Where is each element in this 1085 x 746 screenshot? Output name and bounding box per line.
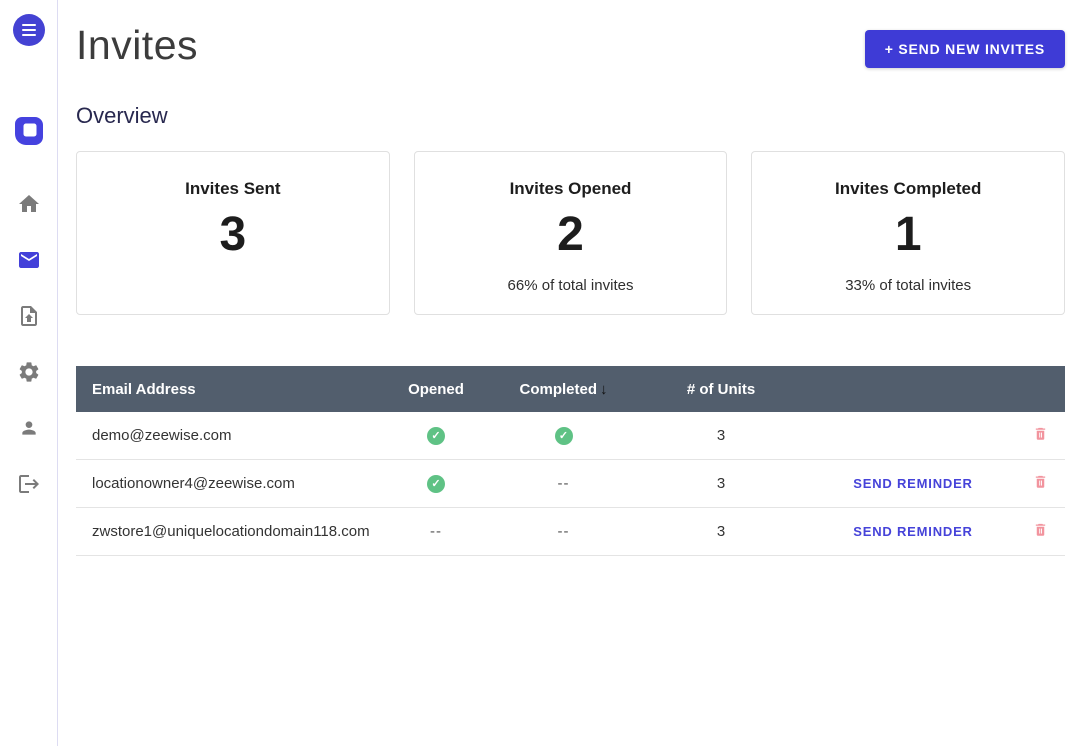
sidebar-item-profile[interactable]	[17, 416, 41, 440]
sort-descending-icon: ↓	[600, 380, 608, 398]
completed-status: --	[557, 523, 570, 541]
mail-icon	[18, 252, 39, 268]
sidebar-nav	[17, 192, 41, 496]
opened-status	[427, 474, 445, 493]
gear-icon	[19, 362, 38, 382]
app-logo	[14, 116, 44, 146]
opened-status	[427, 426, 445, 445]
email-cell: zwstore1@uniquelocationdomain118.com	[92, 523, 370, 540]
overview-cards: Invites Sent 3 Invites Opened 2 66% of t…	[76, 151, 1066, 315]
home-icon	[18, 195, 39, 212]
card-value: 3	[219, 208, 247, 261]
card-invites-opened: Invites Opened 2 66% of total invites	[413, 151, 728, 315]
card-invites-completed: Invites Completed 1 33% of total invites	[751, 151, 1066, 315]
send-new-invites-button[interactable]: + SEND NEW INVITES	[864, 30, 1065, 68]
overview-heading: Overview	[76, 103, 168, 128]
send-reminder-link[interactable]: SEND REMINDER	[853, 476, 973, 491]
card-title: Invites Completed	[834, 179, 982, 198]
trash-icon	[1035, 523, 1045, 536]
units-cell: 3	[716, 475, 726, 492]
page-title: Invites	[76, 22, 198, 68]
sidebar-item-home[interactable]	[17, 192, 41, 216]
units-cell: 3	[716, 523, 726, 540]
trash-icon	[1035, 427, 1045, 440]
units-cell: 3	[716, 427, 726, 444]
sidebar-item-invites[interactable]	[17, 248, 41, 272]
invites-table: Email Address Opened Completed ↓ # of Uni…	[76, 366, 1065, 556]
completed-status	[554, 426, 573, 445]
sidebar-item-logout[interactable]	[17, 472, 41, 496]
sidebar-item-settings[interactable]	[17, 360, 41, 384]
opened-status: --	[430, 523, 442, 541]
delete-invite-button[interactable]	[1033, 473, 1048, 490]
email-cell: demo@zeewise.com	[92, 427, 232, 444]
card-subtitle	[77, 277, 389, 295]
header-completed[interactable]: Completed ↓	[519, 380, 608, 398]
delete-invite-button[interactable]	[1033, 425, 1048, 442]
table-row: zwstore1@uniquelocationdomain118.com -- …	[76, 508, 1065, 556]
page-header: Invites + SEND NEW INVITES	[76, 22, 1065, 69]
header-email-address[interactable]: Email Address	[92, 380, 196, 398]
table-header-row: Email Address Opened Completed ↓ # of Uni…	[76, 366, 1065, 412]
delete-invite-button[interactable]	[1033, 521, 1048, 538]
card-title: Invites Opened	[509, 179, 632, 198]
card-invites-sent: Invites Sent 3	[76, 151, 390, 315]
send-reminder-link[interactable]: SEND REMINDER	[853, 524, 973, 539]
completed-status: --	[557, 475, 570, 493]
hamburger-icon	[21, 24, 36, 26]
card-subtitle: 66% of total invites	[507, 277, 634, 294]
table-row: demo@zeewise.com 3	[76, 412, 1065, 460]
card-value: 2	[557, 208, 584, 261]
card-value: 1	[894, 208, 922, 261]
hamburger-menu-button[interactable]	[12, 14, 45, 46]
header-opened[interactable]: Opened	[408, 380, 464, 398]
logo-icon	[14, 117, 43, 145]
person-icon	[21, 421, 36, 435]
email-cell: locationowner4@zeewise.com	[92, 475, 295, 492]
card-subtitle: 33% of total invites	[845, 277, 972, 294]
file-upload-icon	[20, 306, 37, 326]
main-content: Invites + SEND NEW INVITES Overview Invi…	[58, 0, 1085, 746]
logout-icon	[18, 475, 39, 493]
header-units[interactable]: # of Units	[686, 380, 756, 398]
card-title: Invites Sent	[185, 179, 281, 198]
trash-icon	[1035, 475, 1045, 488]
sidebar	[0, 0, 58, 746]
sidebar-item-upload-file[interactable]	[17, 304, 41, 328]
table-row: locationowner4@zeewise.com -- 3 SEND REM…	[76, 460, 1065, 508]
